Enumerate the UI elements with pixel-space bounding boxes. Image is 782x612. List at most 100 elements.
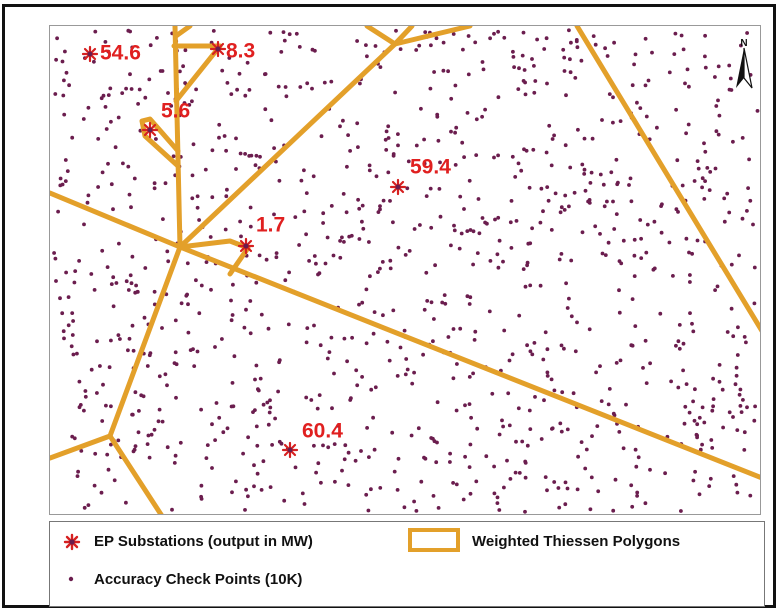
check-point — [386, 124, 391, 129]
check-point — [66, 295, 71, 299]
check-point — [220, 337, 224, 341]
check-point — [244, 487, 249, 492]
check-point — [345, 359, 349, 364]
check-point — [541, 357, 546, 362]
check-point — [562, 346, 566, 351]
check-point — [246, 435, 251, 440]
check-point — [431, 339, 435, 344]
check-point — [614, 361, 619, 365]
check-point — [702, 420, 707, 425]
check-point — [232, 354, 237, 359]
check-point — [63, 158, 68, 162]
check-point — [380, 260, 385, 264]
check-point — [739, 43, 743, 48]
check-point — [346, 450, 351, 455]
check-point — [528, 427, 533, 431]
check-point — [545, 347, 550, 352]
check-point — [446, 69, 450, 74]
check-point — [676, 385, 681, 390]
check-point — [386, 136, 391, 140]
substation-marker[interactable] — [81, 45, 99, 63]
check-point — [187, 103, 192, 107]
map-panel[interactable]: 54.6 8.3 5.6 59.4 1.7 60.4 N — [49, 25, 761, 515]
check-point — [611, 120, 615, 125]
check-point — [70, 311, 75, 315]
check-point — [651, 267, 656, 272]
check-point — [258, 376, 263, 381]
substation-marker[interactable] — [209, 40, 227, 58]
accuracy-check-points-layer — [52, 28, 760, 514]
check-point — [253, 163, 258, 168]
check-point — [533, 395, 537, 399]
check-point — [340, 235, 344, 240]
check-point — [109, 404, 113, 409]
check-point — [225, 187, 229, 192]
check-point — [707, 484, 712, 488]
check-point — [136, 102, 140, 106]
check-point — [545, 370, 550, 375]
check-point — [434, 460, 439, 465]
check-point — [148, 351, 153, 355]
check-point — [60, 182, 65, 187]
check-point — [748, 493, 753, 498]
check-point — [517, 313, 522, 318]
check-point — [466, 72, 471, 77]
check-point — [738, 387, 743, 392]
check-point — [531, 147, 536, 152]
check-point — [130, 323, 135, 328]
check-point — [563, 480, 568, 485]
check-point — [433, 263, 437, 268]
check-point — [716, 64, 721, 69]
check-point — [116, 438, 121, 443]
check-point — [367, 168, 372, 173]
check-point — [492, 491, 497, 496]
substation-marker[interactable] — [237, 237, 255, 255]
check-point — [116, 333, 121, 337]
check-point — [514, 219, 519, 223]
substation-marker[interactable] — [281, 441, 299, 459]
check-point — [441, 40, 446, 45]
check-point — [114, 281, 119, 285]
check-point — [124, 500, 128, 505]
check-point — [676, 210, 680, 214]
check-point — [713, 288, 717, 292]
check-point — [276, 84, 281, 89]
check-point — [378, 65, 383, 69]
check-point — [356, 197, 360, 202]
check-point — [496, 215, 501, 220]
check-point — [183, 48, 188, 53]
check-point — [681, 47, 686, 52]
check-point — [440, 300, 445, 305]
check-point — [298, 85, 303, 89]
check-point — [391, 220, 395, 225]
check-point — [329, 79, 334, 84]
check-point — [544, 150, 549, 155]
check-point — [304, 340, 309, 345]
check-point — [213, 438, 218, 442]
check-point — [568, 57, 572, 62]
check-point — [700, 442, 704, 447]
check-point — [132, 447, 137, 452]
check-point — [547, 123, 552, 128]
check-point — [448, 451, 452, 456]
check-point — [573, 349, 578, 354]
check-point — [508, 477, 513, 481]
check-point — [283, 278, 288, 283]
check-point — [220, 68, 225, 73]
check-point — [702, 141, 706, 146]
check-point — [569, 40, 573, 45]
check-point — [249, 153, 254, 158]
check-point — [561, 47, 566, 52]
substation-marker[interactable] — [389, 178, 407, 196]
substation-marker[interactable] — [141, 121, 159, 139]
check-point — [483, 220, 487, 225]
check-point — [412, 227, 417, 231]
check-point — [357, 206, 362, 211]
check-point — [703, 179, 707, 184]
check-point — [598, 232, 602, 236]
check-point — [564, 93, 568, 98]
check-point — [465, 294, 470, 299]
check-point — [729, 262, 734, 267]
check-point — [495, 495, 500, 500]
check-point — [443, 301, 448, 306]
